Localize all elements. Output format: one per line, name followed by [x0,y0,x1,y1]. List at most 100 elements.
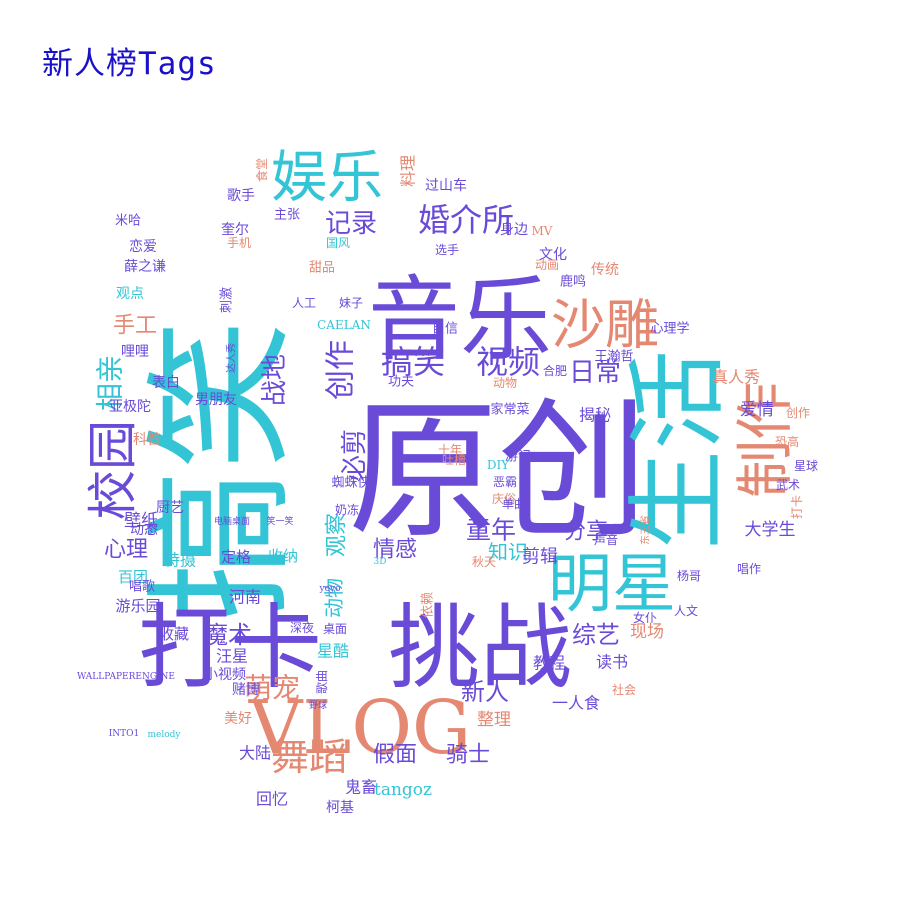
word-cloud-tag: 星酷 [317,642,349,661]
word-cloud-tag: 十年 [438,443,462,457]
word-cloud-tag: 手机 [227,236,251,250]
word-cloud-tag: 东三省 [639,515,652,545]
word-cloud-tag: 奎尔 [221,222,249,238]
word-cloud-tag: 搞笑 [381,343,445,381]
word-cloud-tag: 大学生 [745,520,796,540]
word-cloud-tag: 庆俗 [492,492,516,506]
word-cloud-tag: 鬼畜 [345,778,377,797]
word-cloud-tag: 骑士 [446,743,490,768]
word-cloud-tag: 心理学 [650,321,689,337]
word-cloud-tag: 自信 [432,322,458,337]
word-cloud-tag: 教程 [533,654,565,673]
word-cloud-tag: 手工 [113,314,157,339]
word-cloud-tag: 唱作 [737,562,761,576]
word-cloud-tag: 国风 [326,236,350,250]
word-cloud-tag: 生活 [620,350,737,550]
word-cloud-tag: 收藏 [159,625,189,643]
word-cloud-tag: 主张 [274,208,300,223]
word-cloud-tag: 创作 [786,406,810,420]
word-cloud-tag: CAELAN [317,318,371,332]
word-cloud-tag: melody [147,730,181,740]
word-cloud-tag: 妹子 [339,296,363,310]
word-cloud-tag: 动画 [535,258,559,272]
word-cloud-tag: 鹿鸣 [560,274,586,290]
word-cloud-tag: 赌博 [232,681,260,698]
word-cloud-tag: 相亲 [94,355,127,411]
word-cloud-tag: 汪星 [216,647,248,666]
word-cloud-tag: 心理 [104,538,148,563]
word-cloud-tag: 明星 [548,548,676,622]
word-cloud-tag: 记录 [325,209,377,239]
word-cloud-tag: 食堂 [254,158,269,182]
word-cloud-tag: 假面 [373,743,417,768]
word-cloud-tag: 武术 [776,478,800,492]
word-cloud-tag: 沙雕 [551,294,659,357]
word-cloud-tag: 现场 [630,622,664,642]
word-cloud-tag: 桌面 [323,622,347,636]
word-cloud-tag: 奶冻 [335,502,359,517]
word-cloud-tag: 杨哥 [677,568,701,583]
word-cloud-tag: 日常 [569,358,621,388]
word-cloud-tag: 刺激 [220,287,235,313]
word-cloud-tag: 单曲 [502,497,526,511]
word-cloud-tag: 回忆 [256,790,288,809]
word-cloud-tag: 特摄 [164,551,196,570]
word-cloud-tag: 甜品 [309,260,335,276]
word-cloud-tag: 依赖 [421,592,436,618]
word-cloud-tag: 原创 [348,385,648,559]
word-cloud-tag: 动态 [130,522,158,538]
word-cloud-tag: 声音 [594,532,618,547]
word-cloud-tag: 创作 [324,340,359,400]
word-cloud-tag: 家常菜 [490,402,529,418]
word-cloud-tag: 美好 [224,711,252,727]
word-cloud-tag: 恶霸 [493,475,517,489]
word-cloud-tag: 魔术 [204,621,252,649]
word-cloud-tag: 挑战 [388,595,572,702]
word-cloud-tag: 功夫 [388,375,414,390]
word-cloud-tag: 分享 [564,520,608,545]
word-cloud-tag: 3D [374,557,387,567]
word-cloud-tag: 恐高 [775,434,799,449]
word-cloud-tag: 传统 [591,262,619,278]
word-cloud-tag: 情感 [373,538,417,563]
word-cloud-tag: 观察 [325,513,350,557]
word-cloud-tag: 综艺 [572,621,620,649]
word-cloud-tag: 一人食 [552,694,600,713]
word-cloud-tag: 音乐 [368,267,552,374]
word-cloud-tag: WALLPAPERENGINE [77,672,175,682]
word-cloud-tag: 野球 [309,699,327,711]
word-cloud-tag: 唱歌 [129,580,155,595]
word-cloud-tag: 百团 [118,568,148,586]
word-cloud-tag: 过山车 [425,177,467,194]
word-cloud-tag: 婚介所 [418,201,514,239]
word-cloud-tag: 恋爱 [129,238,157,255]
word-cloud-tag: 游乐园 [115,597,160,615]
word-cloud-tag: 娱乐 [271,146,383,211]
word-cloud-tag: 身边 [500,222,528,238]
word-cloud-tag: 料理 [399,155,418,187]
word-cloud-tag: 男朋友 [195,392,237,408]
word-cloud-tag: 社会 [612,682,636,697]
word-cloud-tag: 视频 [476,343,540,381]
word-cloud-tag: 科普 [133,432,161,448]
word-cloud-tag: 搞笑 [135,320,309,620]
word-cloud-tag: 厨艺 [156,500,184,516]
word-cloud-tag: 选手 [435,243,459,257]
word-cloud-tag: 大陆 [239,744,271,763]
word-cloud-tag: 文化 [539,247,567,263]
word-cloud-tag: 人文 [674,603,698,618]
word-cloud-tag: 读书 [596,653,628,672]
word-cloud-tag: 米哈 [115,214,141,229]
word-cloud-tag: 舞蹈 [271,735,347,779]
word-cloud-tag: 制作 [731,382,799,498]
word-cloud-tag: 打卡 [138,595,322,702]
word-cloud-tag: 萌宠 [244,672,300,705]
word-cloud-tag: 校园 [84,420,142,520]
word-cloud-tag: 哩哩 [121,344,149,360]
word-cloud-tag: 歌曲 [314,670,329,694]
word-cloud-tag: 人工 [292,296,316,310]
word-cloud-tag: 揭秘 [579,406,611,425]
word-cloud-tag: 秋天 [472,555,496,569]
word-cloud-tag: 表白 [152,375,180,391]
